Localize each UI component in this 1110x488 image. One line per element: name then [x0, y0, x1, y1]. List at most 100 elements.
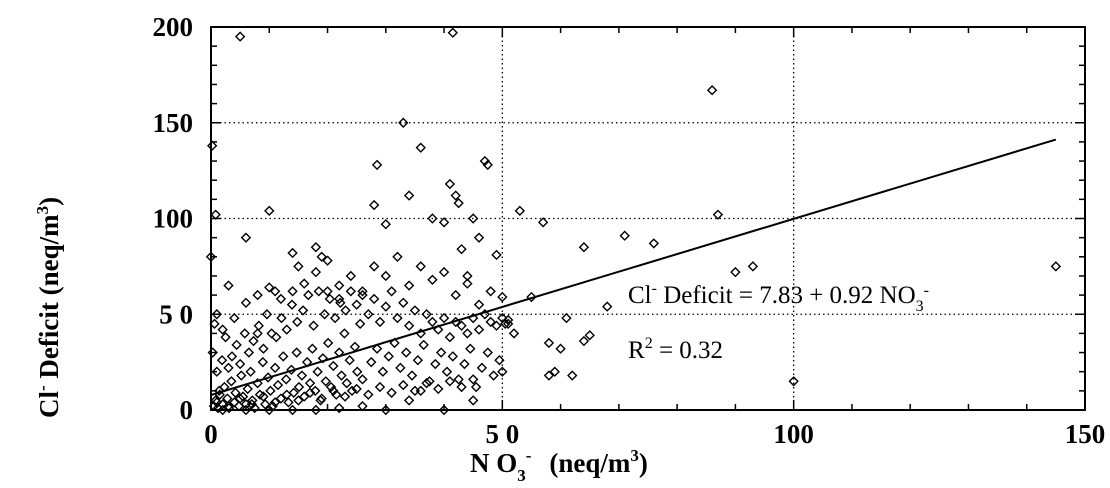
data-point [240, 232, 252, 243]
x-tick-label: 150 [1065, 419, 1106, 449]
data-point [264, 205, 275, 217]
data-point [322, 255, 333, 266]
x-tick-label: 5 0 [485, 419, 519, 449]
data-point [438, 217, 450, 228]
data-point [211, 309, 223, 320]
plot-frame [210, 26, 1086, 411]
data-point [245, 366, 256, 377]
data-point [578, 242, 590, 253]
data-point [371, 159, 383, 171]
data-point [292, 316, 303, 328]
data-point [258, 343, 269, 354]
data-point [257, 356, 269, 368]
data-point [206, 140, 218, 151]
data-point [331, 389, 342, 400]
data-point [310, 242, 322, 253]
data-point [549, 366, 560, 377]
data-point [264, 404, 275, 416]
data-point [380, 219, 391, 230]
data-point [247, 395, 258, 406]
data-point [344, 355, 355, 366]
data-point [438, 312, 450, 324]
data-point [561, 312, 572, 324]
data-point [239, 328, 250, 339]
data-point [240, 297, 252, 308]
data-point [456, 320, 467, 331]
regression-line [210, 138, 1057, 396]
data-point [368, 293, 380, 305]
data-point [299, 278, 310, 289]
data-point [473, 232, 485, 243]
grid-lines [211, 27, 1085, 410]
data-point [395, 362, 406, 374]
data-point [485, 286, 496, 297]
data-point [210, 209, 221, 220]
data-point [389, 337, 400, 349]
data-point [296, 370, 308, 381]
data-point [543, 370, 555, 381]
data-point [465, 343, 476, 354]
data-point [374, 316, 386, 328]
data-point [281, 324, 292, 335]
data-point [482, 347, 493, 358]
data-point [287, 247, 298, 259]
data-point [316, 393, 327, 404]
data-point [444, 376, 456, 387]
data-point [418, 339, 429, 351]
data-point [398, 297, 409, 308]
data-point [377, 366, 389, 377]
data-point [278, 351, 289, 362]
data-point [304, 378, 316, 389]
data-point [286, 299, 298, 310]
data-point [240, 404, 252, 416]
data-point [310, 385, 321, 397]
data-point [211, 397, 223, 408]
data-point [473, 299, 485, 310]
data-point [281, 389, 292, 400]
r-squared-label: R2 = 0.32 [628, 335, 723, 364]
data-point [567, 370, 578, 381]
y-tick-label: 200 [153, 12, 194, 42]
data-point [293, 395, 304, 406]
data-point [368, 261, 380, 272]
data-point [494, 355, 505, 366]
data-point [213, 385, 225, 397]
data-point [310, 404, 322, 416]
data-point [287, 286, 298, 297]
data-point [427, 316, 438, 328]
data-point [526, 291, 537, 303]
data-point [444, 332, 456, 343]
data-point [304, 387, 316, 398]
data-point [584, 330, 595, 341]
data-point [211, 366, 223, 377]
data-point [415, 261, 426, 272]
data-point [788, 376, 799, 387]
data-point [648, 238, 660, 249]
data-point [427, 213, 438, 224]
data-point [406, 370, 418, 381]
data-point [363, 389, 374, 400]
data-point [328, 360, 339, 372]
data-point [339, 328, 350, 339]
data-point [288, 387, 299, 398]
data-point [502, 318, 514, 330]
data-point [283, 397, 294, 408]
data-point [392, 312, 403, 324]
data-point [468, 395, 479, 406]
data-point [468, 374, 479, 385]
data-point [319, 309, 330, 320]
data-point [456, 381, 467, 393]
data-point [351, 299, 362, 310]
data-point [217, 324, 228, 335]
data-point [401, 347, 412, 358]
data-point [243, 347, 255, 358]
data-point [269, 286, 281, 297]
data-point [392, 251, 403, 262]
data-point [441, 366, 453, 377]
data-point [287, 404, 298, 416]
data-point [747, 261, 759, 272]
data-point [336, 370, 347, 381]
data-point [421, 378, 432, 389]
x-tick-label: 0 [204, 419, 218, 449]
